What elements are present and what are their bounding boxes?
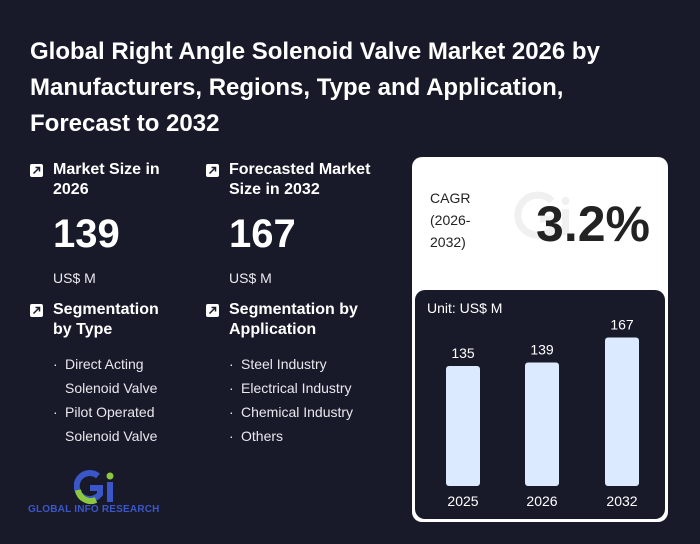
logo-mark-icon xyxy=(74,470,114,505)
watermark-logo-icon xyxy=(514,191,570,239)
category-label: 2026 xyxy=(526,493,557,509)
bar-value-label: 139 xyxy=(530,341,554,357)
arrow-icon xyxy=(206,304,219,317)
bar-chart: 135 2025 139 2026 167 2032 xyxy=(446,317,639,509)
seg-app-block: Segmentation by Application Steel Indust… xyxy=(206,300,396,448)
chart-panel: Unit: US$ M 135 2025 139 2026 167 2032 xyxy=(415,290,665,519)
bar-value-label: 135 xyxy=(451,345,475,361)
bar-2026 xyxy=(525,362,559,486)
seg-app-label: Segmentation by Application xyxy=(229,301,358,338)
seg-app-item: Electrical Industry xyxy=(229,376,396,400)
forecast-value: 167 xyxy=(229,212,296,256)
category-label: 2032 xyxy=(606,493,637,509)
market-size-label: Market Size in 2026 xyxy=(53,161,160,198)
bar-2025 xyxy=(446,366,480,486)
page-title: Global Right Angle Solenoid Valve Market… xyxy=(30,38,600,137)
chart-unit-label: Unit: US$ M xyxy=(427,300,503,316)
market-size-block: Market Size in 2026 139 US$ M xyxy=(30,160,190,286)
bar-value-label: 167 xyxy=(610,317,634,333)
cagr-value: 3.2% xyxy=(536,196,650,252)
arrow-icon xyxy=(206,164,219,177)
arrow-icon xyxy=(30,304,43,317)
bar-2032 xyxy=(605,337,639,486)
seg-type-item: Pilot Operated Solenoid Valve xyxy=(53,400,195,448)
market-size-unit: US$ M xyxy=(53,270,96,286)
seg-type-block: Segmentation by Type Direct Acting Solen… xyxy=(30,300,195,448)
seg-app-item: Others xyxy=(229,424,396,448)
forecast-label: Forecasted Market Size in 2032 xyxy=(229,161,371,198)
seg-app-item: Chemical Industry xyxy=(229,400,396,424)
forecast-unit: US$ M xyxy=(229,270,272,286)
company-logo: GLOBAL INFO RESEARCH xyxy=(28,470,178,520)
seg-type-item: Direct Acting Solenoid Valve xyxy=(53,352,195,400)
forecast-block: Forecasted Market Size in 2032 167 US$ M xyxy=(206,160,396,286)
logo-text: GLOBAL INFO RESEARCH xyxy=(28,504,160,515)
arrow-icon xyxy=(30,164,43,177)
category-label: 2025 xyxy=(447,493,478,509)
cagr-label: CAGR (2026-2032) xyxy=(430,190,471,250)
seg-type-label: Segmentation by Type xyxy=(53,301,159,338)
market-size-value: 139 xyxy=(53,212,120,256)
seg-app-item: Steel Industry xyxy=(229,352,396,376)
cagr-card: CAGR (2026-2032) 3.2% Unit: US$ M 135 202… xyxy=(412,157,668,522)
